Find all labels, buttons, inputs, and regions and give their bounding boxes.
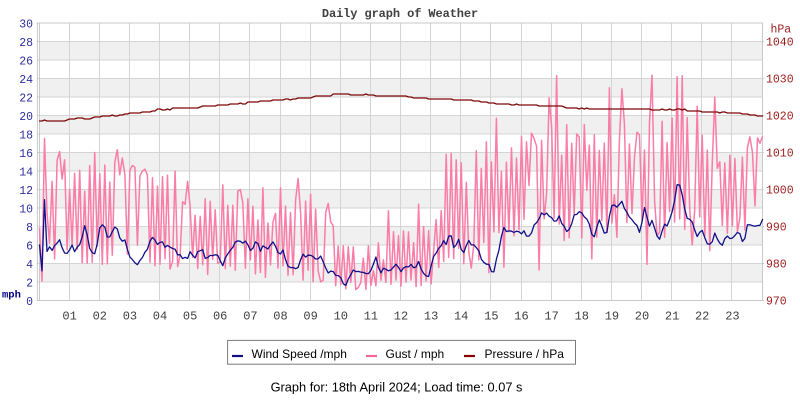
svg-text:6: 6 (26, 240, 33, 253)
svg-text:23: 23 (725, 309, 739, 323)
svg-text:21: 21 (665, 309, 679, 323)
svg-text:19: 19 (605, 309, 619, 323)
svg-text:30: 30 (19, 18, 33, 31)
svg-text:hPa: hPa (771, 24, 792, 37)
svg-text:1020: 1020 (766, 111, 794, 124)
svg-text:01: 01 (62, 309, 76, 323)
svg-text:Graph for: 18th April 2024; Lo: Graph for: 18th April 2024; Load time: 0… (271, 380, 523, 395)
svg-text:04: 04 (153, 309, 167, 323)
svg-text:15: 15 (484, 309, 498, 323)
svg-text:0: 0 (26, 296, 33, 309)
svg-text:mph: mph (2, 290, 21, 302)
svg-text:2: 2 (26, 277, 33, 290)
svg-text:990: 990 (766, 222, 787, 235)
svg-text:10: 10 (334, 309, 348, 323)
svg-text:11: 11 (364, 309, 378, 323)
svg-text:Gust / mph: Gust / mph (386, 347, 445, 361)
svg-text:14: 14 (454, 309, 468, 323)
svg-text:09: 09 (303, 309, 317, 323)
svg-text:16: 16 (19, 148, 33, 161)
svg-text:14: 14 (19, 166, 33, 179)
svg-text:28: 28 (19, 37, 33, 50)
svg-text:17: 17 (544, 309, 558, 323)
svg-text:1000: 1000 (766, 185, 794, 198)
svg-text:18: 18 (575, 309, 589, 323)
svg-text:Pressure / hPa: Pressure / hPa (485, 347, 565, 361)
svg-text:24: 24 (19, 74, 33, 87)
svg-text:980: 980 (766, 259, 787, 272)
svg-text:08: 08 (273, 309, 287, 323)
svg-text:1030: 1030 (766, 74, 794, 87)
svg-text:970: 970 (766, 296, 787, 309)
svg-text:20: 20 (635, 309, 649, 323)
svg-text:22: 22 (19, 92, 33, 105)
svg-text:22: 22 (695, 309, 709, 323)
svg-text:Daily graph of Weather: Daily graph of Weather (322, 7, 478, 21)
svg-text:07: 07 (243, 309, 257, 323)
svg-text:10: 10 (19, 203, 33, 216)
svg-text:02: 02 (93, 309, 107, 323)
svg-text:1010: 1010 (766, 148, 794, 161)
svg-text:13: 13 (424, 309, 438, 323)
svg-text:4: 4 (26, 259, 33, 272)
svg-text:26: 26 (19, 55, 33, 68)
svg-text:18: 18 (19, 129, 33, 142)
svg-text:1040: 1040 (766, 37, 794, 50)
svg-text:06: 06 (213, 309, 227, 323)
svg-text:20: 20 (19, 111, 33, 124)
svg-text:16: 16 (514, 309, 528, 323)
svg-text:12: 12 (394, 309, 408, 323)
svg-text:8: 8 (26, 222, 33, 235)
svg-text:12: 12 (19, 185, 33, 198)
svg-text:05: 05 (183, 309, 197, 323)
svg-text:Wind Speed /mph: Wind Speed /mph (252, 347, 347, 361)
svg-text:03: 03 (123, 309, 137, 323)
